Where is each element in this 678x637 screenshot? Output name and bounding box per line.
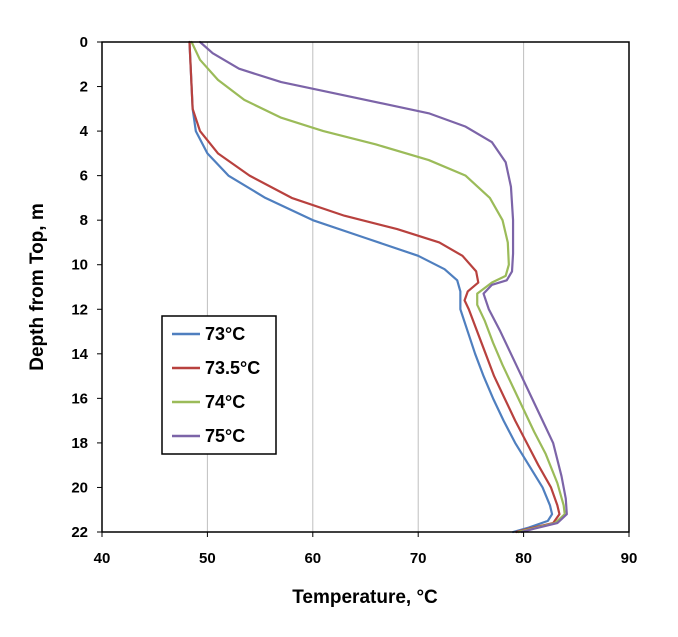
legend-label: 73.5°C [205,358,260,378]
x-tick-label: 90 [621,550,638,567]
y-tick-label: 16 [71,390,88,407]
legend-box [161,315,277,455]
x-tick-label: 70 [410,550,427,567]
y-tick-label: 8 [80,212,88,229]
series-line-2 [190,40,566,534]
series-line-0 [188,40,554,534]
x-tick-label: 40 [94,550,111,567]
x-tick-label: 50 [199,550,216,567]
series-lines [188,40,568,534]
y-tick-label: 0 [80,34,88,51]
x-tick-label: 60 [304,550,321,567]
x-axis-label: Temperature, °C [292,587,438,608]
y-axis-label: Depth from Top, m [27,203,48,370]
y-tick-label: 14 [71,346,88,363]
legend-label: 73°C [205,324,245,344]
series-line-1 [188,40,561,534]
x-tick-label: 80 [515,550,532,567]
y-tick-label: 20 [71,479,88,496]
y-tick-label: 4 [80,123,89,140]
tick-labels: 40 50 60 70 80 90 0 2 4 6 8 10 12 14 16 18 20 22 [71,34,637,567]
y-tick-label: 6 [80,168,88,185]
legend: 73°C 73.5°C 74°C 75°C [161,315,277,455]
legend-label: 75°C [205,426,245,446]
legend-label: 74°C [205,392,245,412]
y-tick-label: 22 [71,524,88,541]
plot-area [102,42,629,532]
plot-frame [101,41,630,533]
y-tick-label: 2 [80,79,88,96]
y-tick-label: 18 [71,435,88,452]
y-tick-label: 12 [71,301,88,318]
series-line-3 [198,40,568,534]
y-tick-label: 10 [71,257,88,274]
